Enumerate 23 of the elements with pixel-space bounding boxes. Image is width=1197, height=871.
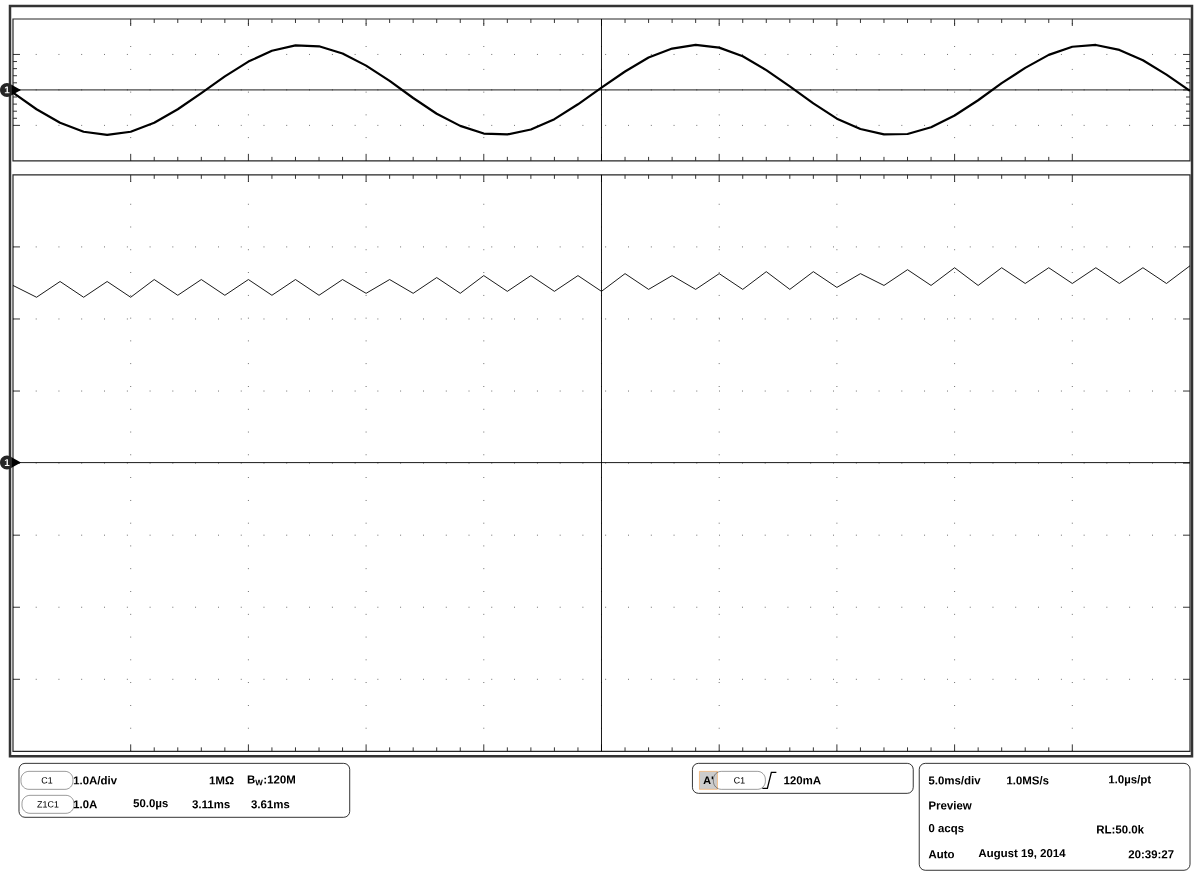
text: 3.61ms: [251, 800, 290, 809]
text: 1.0MS/s: [1007, 775, 1049, 785]
text: 1.0A: [73, 800, 98, 809]
text: 5.0ms/div: [928, 775, 981, 785]
text: A': [703, 776, 714, 784]
text: RL:50.0k: [1097, 824, 1145, 834]
text: 120mA: [784, 776, 821, 785]
text: C1: [734, 777, 745, 784]
text: 50.0µs: [133, 799, 168, 810]
text: 1.0A/div: [73, 775, 117, 785]
text: 3.11ms: [192, 800, 230, 809]
text: August 19, 2014: [978, 848, 1066, 860]
text: B$_{W}$:120M: [247, 775, 296, 786]
text: C1: [41, 777, 53, 784]
text: Z1C1: [37, 801, 59, 808]
text: 1: [4, 459, 10, 466]
text: Auto: [928, 850, 955, 859]
text: Preview: [929, 801, 972, 810]
text: 1: [4, 86, 10, 94]
text: 1.0µs/pt: [1109, 774, 1151, 786]
text: 20:39:27: [1128, 850, 1174, 859]
text: 1MΩ: [209, 776, 234, 785]
text: 0 acqs: [928, 823, 964, 835]
